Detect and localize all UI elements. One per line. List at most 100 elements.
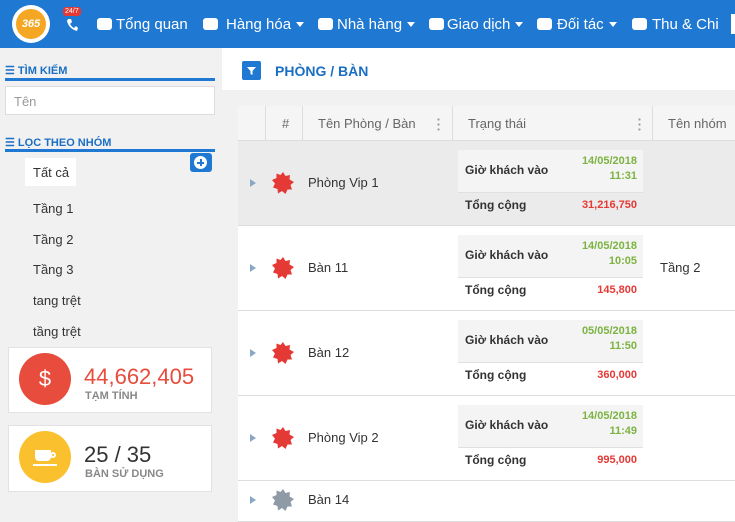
caret: [296, 22, 304, 27]
row-name: Bàn 12: [308, 345, 350, 360]
status-icon: [271, 341, 295, 368]
total-label: Tổng cộng: [465, 198, 527, 212]
add-group-button[interactable]: [190, 153, 212, 172]
column-header[interactable]: #: [282, 116, 290, 131]
expand-arrow[interactable]: [250, 496, 256, 504]
nav-item[interactable]: Hàng hóa: [226, 16, 292, 33]
checkin-date: 14/05/2018: [581, 410, 637, 422]
row-name: Bàn 14: [308, 492, 350, 507]
underline: [5, 78, 215, 81]
underline: [5, 149, 215, 152]
expand-arrow[interactable]: [250, 179, 256, 187]
status-box: [458, 320, 643, 362]
stat-value: 44,662,405: [84, 364, 195, 389]
column-menu: [638, 117, 641, 131]
search-input[interactable]: Tên: [5, 86, 215, 115]
row-name: Phòng Vip 2: [308, 430, 379, 445]
row-group: Tầng 2: [660, 260, 701, 275]
caret: [515, 22, 523, 27]
selected-group: [25, 158, 76, 186]
money-icon: $: [19, 353, 71, 405]
badge: 24/7: [63, 7, 81, 16]
spacer: [222, 106, 238, 522]
checkin-time: 10:05: [608, 255, 637, 267]
page-title: PHÒNG / BÀN: [275, 63, 369, 79]
section-title: ☰ TÌM KIẾM: [5, 65, 68, 77]
column-separator: [265, 106, 266, 141]
nav-icon[interactable]: [203, 18, 218, 30]
column-menu: [437, 117, 440, 131]
row-name: Bàn 11: [308, 260, 349, 275]
caret: [407, 22, 415, 27]
nav-item[interactable]: Thu & Chi: [652, 16, 719, 33]
total-value: 31,216,750: [581, 199, 637, 211]
total-label: Tổng cộng: [465, 368, 527, 382]
column-separator: [452, 106, 453, 141]
column-header[interactable]: Tên nhóm: [668, 116, 727, 131]
group-item[interactable]: tầng trệt: [33, 323, 81, 339]
checkin-label: Giờ khách vào: [465, 418, 549, 432]
filter-title: LỌC THEO NHÓM: [17, 137, 112, 149]
checkin-time: 11:31: [609, 170, 637, 182]
spacer: [222, 90, 735, 106]
stat-card: $ 44,662,405 TẠM TÍNH: [8, 347, 212, 413]
sidebar: ☰ TÌM KIẾM Tên ☰ LỌC THEO NHÓM $ 44,662,…: [0, 48, 222, 522]
total-label: Tổng cộng: [465, 283, 527, 297]
status-divider: [458, 192, 643, 193]
status-box: [458, 235, 643, 277]
row-name: Phòng Vip 1: [308, 175, 379, 190]
checkin-label: Giờ khách vào: [465, 248, 549, 262]
group-item[interactable]: Tất cả: [33, 165, 70, 180]
stat-card: 25 / 35 BÀN SỬ DỤNG: [8, 425, 212, 492]
nav-item[interactable]: Đối tác: [557, 16, 604, 33]
total-value: 995,000: [597, 454, 637, 466]
status-box: [458, 150, 643, 192]
group-item[interactable]: Tầng 3: [33, 262, 74, 278]
status-divider: [458, 362, 643, 363]
column-header[interactable]: Tên Phòng / Bàn: [318, 116, 416, 131]
nav-item[interactable]: Giao dịch: [447, 16, 511, 33]
group-item[interactable]: Tầng 1: [33, 201, 74, 216]
stat-label: TẠM TÍNH: [85, 390, 138, 402]
checkin-date: 14/05/2018: [581, 155, 637, 167]
column-header[interactable]: Trạng thái: [468, 116, 527, 131]
total-label: Tổng cộng: [465, 453, 527, 467]
stat-label: BÀN SỬ DỤNG: [85, 468, 164, 480]
group-item[interactable]: tang trệt: [33, 293, 81, 309]
nav-icon[interactable]: [429, 18, 444, 30]
logo[interactable]: 365: [12, 5, 50, 43]
total-value: 360,000: [597, 369, 637, 381]
nav-icon[interactable]: [97, 18, 112, 30]
checkin-label: Giờ khách vào: [465, 163, 549, 177]
checkin-time: 11:49: [609, 425, 637, 437]
status-box: [458, 405, 643, 447]
placeholder: Tên: [14, 94, 37, 109]
expand-arrow[interactable]: [250, 349, 256, 357]
group-item[interactable]: Tầng 2: [33, 231, 74, 247]
column-separator: [302, 106, 303, 141]
checkin-time: 11:50: [609, 340, 637, 352]
checkin-date: 14/05/2018: [581, 240, 637, 252]
total-value: 145,800: [597, 284, 637, 296]
stat-value: 25 / 35: [84, 442, 152, 467]
expand-arrow[interactable]: [250, 264, 256, 272]
search-title: TÌM KIẾM: [17, 65, 68, 77]
logo-text: 365: [16, 9, 46, 39]
status-divider: [458, 447, 643, 448]
nav-icon[interactable]: [318, 18, 333, 30]
filter-icon[interactable]: [242, 61, 261, 80]
section-title: ☰ LỌC THEO NHÓM: [5, 137, 112, 149]
checkin-label: Giờ khách vào: [465, 333, 549, 347]
caret: [609, 22, 617, 27]
expand-arrow[interactable]: [250, 434, 256, 442]
nav-item[interactable]: Tổng quan: [116, 16, 188, 33]
nav-icon[interactable]: [537, 18, 552, 30]
phone-icon[interactable]: [66, 18, 78, 32]
status-icon: [271, 426, 295, 453]
column-separator: [652, 106, 653, 141]
nav-item[interactable]: Nhà hàng: [337, 16, 403, 33]
status-divider: [458, 277, 643, 278]
nav-edge: [731, 14, 735, 34]
nav-icon[interactable]: [632, 18, 647, 30]
